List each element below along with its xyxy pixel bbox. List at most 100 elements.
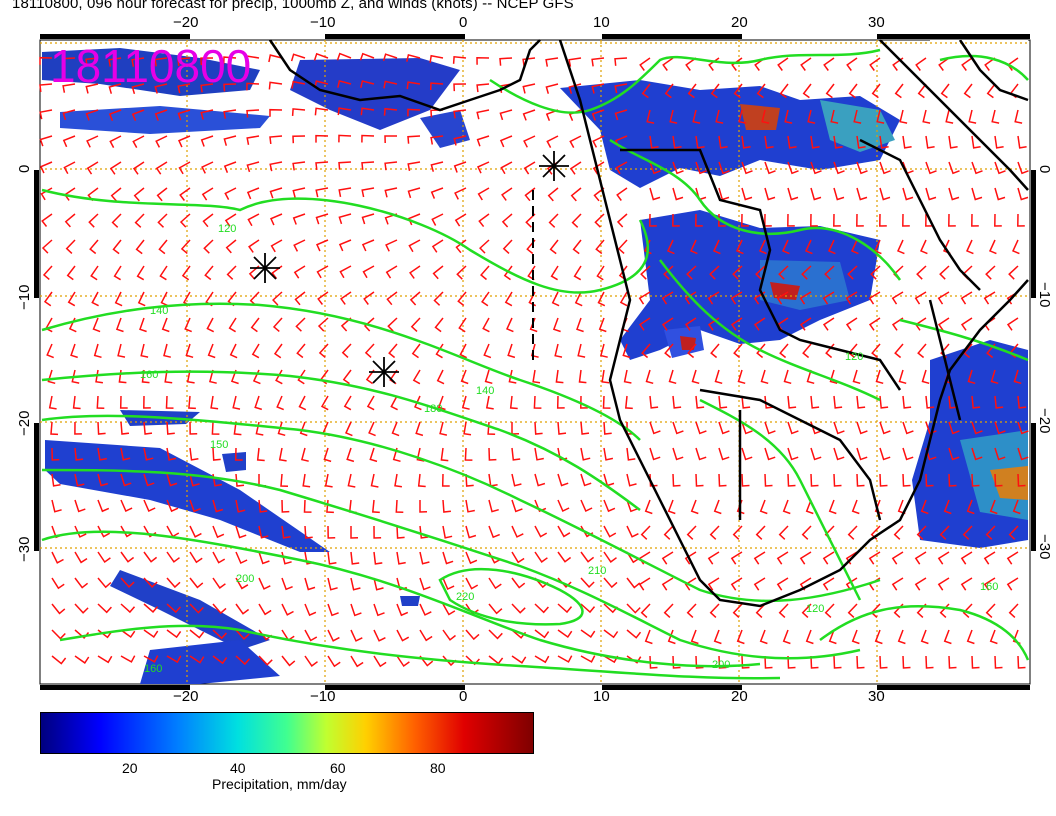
wind-barb bbox=[440, 447, 449, 462]
wind-barb bbox=[822, 291, 835, 305]
wind-barb bbox=[246, 135, 260, 145]
wind-barb bbox=[937, 551, 950, 565]
wind-barb bbox=[874, 499, 883, 515]
wind-barb bbox=[507, 343, 516, 359]
contour-label: 210 bbox=[588, 565, 606, 577]
wind-barb bbox=[189, 499, 201, 513]
wind-barb bbox=[578, 369, 587, 384]
wind-barb bbox=[551, 291, 560, 307]
wind-barb bbox=[131, 57, 145, 67]
wind-barb bbox=[555, 369, 564, 384]
wind-barb bbox=[223, 109, 237, 119]
wind-barb bbox=[718, 447, 730, 461]
wind-barb bbox=[114, 291, 123, 307]
wind-barb bbox=[649, 447, 661, 461]
wind-barb bbox=[764, 473, 773, 487]
wind-barb bbox=[292, 187, 306, 198]
wind-barb bbox=[388, 343, 398, 359]
wind-barb bbox=[856, 473, 865, 487]
wind-barb bbox=[616, 187, 628, 201]
wind-barb bbox=[47, 369, 56, 385]
contour-label: 120 bbox=[806, 603, 824, 615]
wind-barb bbox=[477, 187, 490, 201]
wind-barb bbox=[1006, 551, 1019, 565]
wind-barb bbox=[200, 83, 214, 93]
wind-barb bbox=[603, 499, 616, 513]
lon-ticks-top: −20 −10 0 10 20 30 bbox=[173, 14, 885, 31]
wind-barb bbox=[62, 57, 76, 66]
wind-barb bbox=[777, 57, 789, 71]
wind-barb bbox=[189, 577, 204, 589]
wind-barb bbox=[916, 525, 927, 540]
wind-barb bbox=[1006, 317, 1019, 331]
contour-label: 140 bbox=[476, 385, 494, 397]
wind-barb bbox=[484, 369, 493, 385]
wind-barb bbox=[718, 395, 728, 409]
wind-barb bbox=[211, 421, 220, 435]
wind-barb bbox=[961, 57, 973, 71]
wind-barb bbox=[119, 395, 128, 409]
wind-barb bbox=[304, 629, 318, 642]
wind-barb bbox=[373, 655, 387, 668]
wind-barb bbox=[407, 135, 421, 144]
wind-barb bbox=[180, 239, 191, 254]
wind-barb bbox=[488, 629, 503, 640]
wind-barb bbox=[1006, 577, 1019, 591]
wind-barb bbox=[549, 239, 559, 255]
wind-barb bbox=[228, 317, 237, 333]
wind-barb bbox=[324, 473, 333, 488]
wind-barb bbox=[223, 161, 237, 173]
wind-barb bbox=[247, 213, 260, 227]
wind-barb bbox=[662, 57, 674, 71]
wind-barb bbox=[258, 525, 269, 539]
wind-barb bbox=[178, 161, 191, 175]
wind-barb bbox=[504, 291, 513, 307]
wind-barb bbox=[753, 577, 766, 591]
wind-barb bbox=[270, 239, 283, 253]
wind-barb bbox=[960, 317, 973, 331]
wind-barb bbox=[291, 108, 306, 116]
wind-barb bbox=[177, 83, 191, 94]
precip-colorbar bbox=[40, 712, 534, 754]
lon-tick: 0 bbox=[459, 14, 467, 31]
wind-barb bbox=[97, 447, 107, 461]
wind-barb bbox=[131, 83, 145, 95]
wind-barb bbox=[97, 551, 111, 564]
wind-barb bbox=[327, 655, 341, 668]
wind-barb bbox=[302, 473, 311, 488]
wind-barb bbox=[672, 187, 684, 201]
wind-barb bbox=[419, 525, 429, 539]
wind-barb bbox=[419, 551, 430, 565]
wind-barb bbox=[463, 421, 472, 436]
wind-barb bbox=[580, 577, 595, 588]
wind-barb bbox=[787, 421, 799, 435]
wind-barb bbox=[200, 109, 214, 120]
wind-barb bbox=[51, 473, 61, 487]
wind-barb bbox=[971, 135, 981, 149]
lat-tick: −10 bbox=[16, 285, 33, 310]
wind-barb bbox=[51, 447, 60, 461]
wind-barb bbox=[787, 135, 797, 149]
wind-barb bbox=[1017, 421, 1029, 435]
wind-barb bbox=[161, 317, 170, 333]
wind-barb bbox=[394, 473, 403, 488]
wind-barb bbox=[457, 291, 467, 307]
wind-barb bbox=[649, 395, 659, 409]
wind-barb bbox=[985, 603, 996, 618]
wind-barb bbox=[594, 213, 605, 228]
wind-barb bbox=[396, 551, 406, 565]
wind-barb bbox=[971, 395, 981, 409]
wind-barb bbox=[984, 57, 996, 71]
wind-barb bbox=[672, 213, 680, 227]
wind-barb bbox=[235, 473, 245, 487]
storm-markers bbox=[250, 151, 569, 387]
wind-barb bbox=[499, 135, 513, 148]
wind-barb bbox=[338, 134, 352, 143]
wind-barb bbox=[994, 421, 1006, 435]
wind-barb bbox=[943, 499, 952, 515]
wind-barb bbox=[663, 603, 674, 618]
wind-barb bbox=[557, 655, 573, 663]
wind-barb bbox=[649, 161, 661, 175]
wind-barb bbox=[577, 343, 586, 358]
wind-barb bbox=[847, 603, 858, 618]
